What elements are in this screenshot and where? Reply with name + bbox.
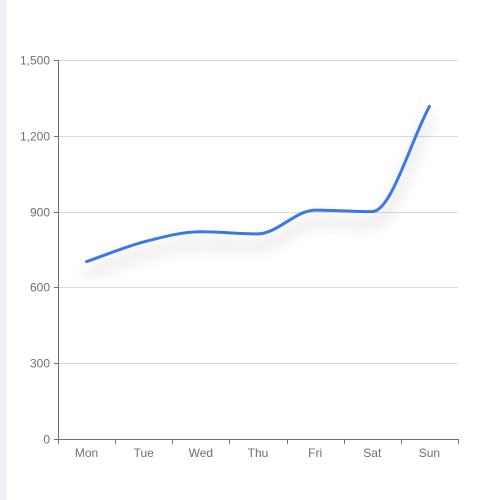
axes <box>54 60 459 444</box>
grid-lines <box>58 60 458 364</box>
data-point <box>199 230 203 234</box>
x-tick-labels: Mon Tue Wed Thu Fri Sat Sun <box>75 446 440 460</box>
x-tick-label: Sun <box>419 446 440 460</box>
side-strip <box>0 0 7 500</box>
data-point <box>313 208 317 212</box>
x-tick-label: Mon <box>75 446 98 460</box>
x-tick-label: Tue <box>134 446 155 460</box>
y-tick-label: 300 <box>30 357 50 371</box>
series-line <box>85 104 431 264</box>
x-tick-label: Wed <box>189 446 213 460</box>
y-tick-label: 600 <box>30 281 50 295</box>
y-tick-label: 0 <box>43 433 50 447</box>
data-point <box>142 240 146 244</box>
x-tick-label: Thu <box>248 446 269 460</box>
data-point <box>85 260 89 264</box>
data-point <box>370 210 374 214</box>
x-tick-label: Sat <box>363 446 382 460</box>
y-tick-label: 900 <box>30 206 50 220</box>
data-point <box>256 232 260 236</box>
y-tick-label: 1,200 <box>20 130 50 144</box>
y-tick-label: 1,500 <box>20 54 50 68</box>
series-layer <box>85 104 431 264</box>
x-tick-label: Fri <box>308 446 322 460</box>
y-tick-labels: 0 300 600 900 1,200 1,500 <box>20 54 50 447</box>
data-point <box>427 104 431 108</box>
